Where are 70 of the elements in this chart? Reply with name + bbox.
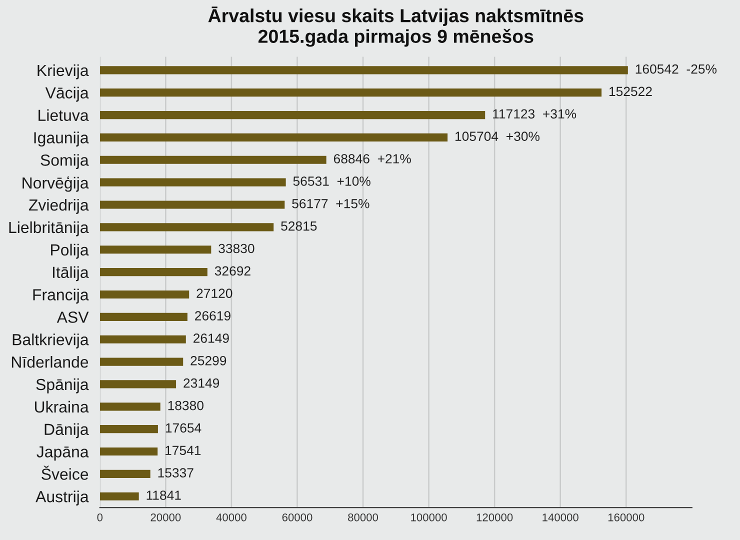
x-tick-label: 0 (97, 513, 103, 522)
y-tick-label: Ukraina (34, 400, 89, 413)
y-tick-label: Lielbritānija (9, 221, 89, 236)
data-label: 56531 +10% (293, 176, 370, 186)
bar (100, 447, 158, 456)
bar (100, 223, 274, 232)
y-tick-label: Spānija (36, 378, 89, 394)
bar (100, 156, 326, 164)
x-tick-label: 40000 (216, 513, 246, 522)
y-tick-label: Igaunija (34, 132, 89, 147)
x-tick-label: 100000 (411, 513, 447, 522)
data-label: 152522 (609, 86, 652, 96)
bar (100, 200, 285, 209)
x-tick-label: 60000 (282, 513, 312, 522)
data-label: 15337 (158, 468, 194, 478)
data-label: 27120 (196, 288, 232, 298)
y-tick-label: Krievija (38, 64, 89, 80)
data-label: 17541 (166, 446, 201, 456)
data-label: 105704 +30% (456, 132, 540, 141)
data-label: 23149 (184, 378, 220, 388)
data-label: 26619 (195, 311, 230, 320)
y-tick-label: Francija (33, 288, 89, 304)
y-tick-label: ASV (56, 312, 89, 323)
y-tick-label: Itālija (52, 266, 89, 282)
bar (100, 246, 212, 254)
bar (100, 268, 208, 276)
y-tick-label: Baltkrievija (12, 334, 89, 348)
x-tick-label: 80000 (348, 513, 378, 522)
bar (100, 66, 628, 74)
y-tick-label: Somija (40, 154, 89, 169)
bar (100, 88, 602, 97)
data-label: 25299 (190, 356, 226, 366)
y-tick-label: Norvēģija (22, 176, 89, 192)
bar (100, 402, 160, 411)
y-tick-label: Vācija (45, 86, 89, 102)
data-label: 32692 (214, 266, 250, 276)
y-tick-label: Lietuva (38, 109, 89, 121)
y-tick-label: Šveice (42, 466, 88, 480)
y-tick-label: Austrija (36, 490, 89, 506)
bar (100, 380, 176, 388)
bar (100, 470, 150, 478)
data-label: 11841 (146, 490, 181, 500)
bar (100, 290, 190, 299)
bar (100, 358, 184, 366)
data-label: 68846 +21% (334, 154, 411, 164)
data-label: 33830 (218, 244, 254, 254)
bar (100, 335, 186, 344)
y-tick-label: Polija (51, 244, 89, 259)
data-label: 117123 +31% (493, 109, 576, 119)
x-tick-label: 20000 (150, 513, 181, 522)
y-tick-label: Japāna (36, 446, 89, 461)
x-tick-label: 140000 (542, 513, 578, 522)
y-tick-label: Dānija (44, 423, 89, 438)
x-tick-label: 120000 (476, 513, 513, 522)
data-label: 18380 (168, 400, 204, 410)
bar (100, 312, 188, 321)
bar (100, 492, 139, 500)
bar (100, 110, 486, 120)
bar (100, 133, 448, 142)
y-tick-label: Zviedrija (28, 198, 89, 214)
data-label: 26149 (194, 334, 229, 343)
bar (100, 425, 158, 434)
data-label: 52815 (281, 221, 317, 231)
chart-title: Ārvalstu viesu skaits Latvijas naktsmītnēs 2015.gada pirmajos 9 mēnešos (208, 6, 584, 47)
data-label: 56177 +15% (292, 198, 370, 208)
bar (100, 178, 286, 186)
x-tick-label: 160000 (608, 513, 644, 522)
data-label: 160542 -25% (636, 64, 717, 74)
data-label: 17654 (166, 423, 202, 433)
y-tick-label: Nīderlande (12, 356, 88, 368)
